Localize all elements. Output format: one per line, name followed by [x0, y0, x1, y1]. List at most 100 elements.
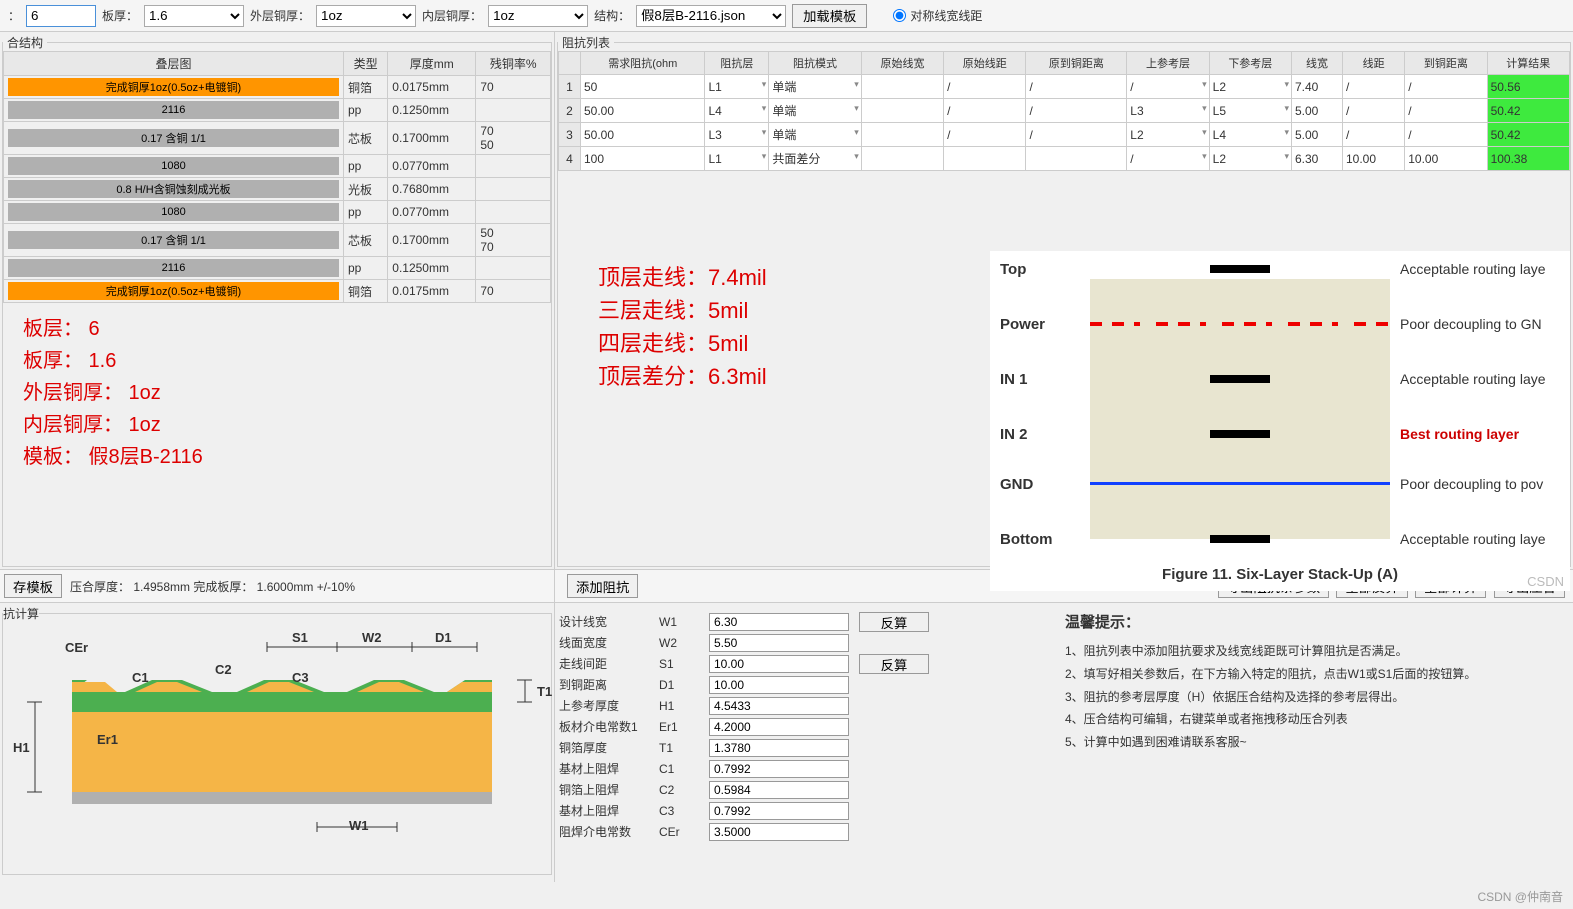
stack-row[interactable]: 0.17 含铜 1/1芯板0.1700mm70 50 — [4, 122, 551, 155]
stack-row[interactable]: 1080pp0.0770mm — [4, 201, 551, 224]
csdn-footer: CSDN @仲南音 — [1477, 888, 1563, 905]
param-symbol: W1 — [659, 615, 709, 629]
outer-cu-label: 外层铜厚： — [250, 7, 310, 24]
stack-row[interactable]: 0.8 H/H含铜蚀刻成光板光板0.7680mm — [4, 178, 551, 201]
param-row: 基材上阻焊C3 — [559, 800, 1051, 821]
struct-label: 结构： — [594, 7, 630, 24]
fig-layer-label: IN 2 — [1000, 426, 1028, 443]
param-input[interactable] — [709, 676, 849, 694]
reverse-calc-button[interactable]: 反算 — [859, 654, 929, 674]
imp-col: 上参考层 — [1127, 52, 1209, 75]
fig-layer-label: Power — [1000, 316, 1045, 333]
cross-section-diagram: CEr C1 C2 C3 S1 W2 D1 T1 H1 Er1 W1 — [17, 632, 537, 832]
param-input[interactable] — [709, 760, 849, 778]
symmetric-option[interactable]: 对称线宽线距 — [893, 7, 982, 24]
param-symbol: Er1 — [659, 720, 709, 734]
param-row: 设计线宽W1反算 — [559, 611, 1051, 632]
stack-col: 残铜率% — [476, 52, 551, 76]
stack-col: 厚度mm — [388, 52, 476, 76]
impedance-table[interactable]: 需求阻抗(ohm阻抗层阻抗模式原始线宽原始线距原到铜距离上参考层下参考层线宽线距… — [558, 51, 1570, 171]
layer-bar: 完成铜厚1oz(0.5oz+电镀铜) — [8, 282, 339, 300]
param-input[interactable] — [709, 655, 849, 673]
fig-layer-label: IN 1 — [1000, 371, 1028, 388]
impedance-legend: 阻抗列表 — [558, 34, 614, 51]
param-name: 上参考厚度 — [559, 697, 659, 714]
layer-bar: 0.17 含铜 1/1 — [8, 129, 339, 147]
param-row: 到铜距离D1 — [559, 674, 1051, 695]
param-symbol: W2 — [659, 636, 709, 650]
symmetric-radio[interactable] — [893, 9, 906, 22]
param-input[interactable] — [709, 823, 849, 841]
imp-row[interactable]: 150L1单端///L27.40//50.56 — [559, 75, 1570, 99]
layers-label: ： — [8, 7, 20, 24]
param-row: 上参考厚度H1 — [559, 695, 1051, 716]
param-input[interactable] — [709, 802, 849, 820]
stackup-footer: 存模板 压合厚度： 1.4958mm 完成板厚： 1.6000mm +/-10% — [0, 569, 554, 602]
fig-layer-note: Poor decoupling to pov — [1400, 476, 1543, 492]
param-symbol: H1 — [659, 699, 709, 713]
imp-row[interactable]: 4100L1共面差分/L26.3010.0010.00100.38 — [559, 147, 1570, 171]
param-name: 板材介电常数1 — [559, 718, 659, 735]
stack-row[interactable]: 1080pp0.0770mm — [4, 155, 551, 178]
param-symbol: D1 — [659, 678, 709, 692]
top-toolbar: ： 板厚： 1.6 外层铜厚： 1oz 内层铜厚： 1oz 结构： 假8层B-2… — [0, 0, 1573, 32]
param-name: 线面宽度 — [559, 634, 659, 651]
fig-layer-note: Poor decoupling to GN — [1400, 316, 1542, 332]
save-template-button[interactable]: 存模板 — [4, 574, 62, 598]
reverse-calc-button[interactable]: 反算 — [859, 612, 929, 632]
param-row: 基材上阻焊C1 — [559, 758, 1051, 779]
param-row: 铜箔厚度T1 — [559, 737, 1051, 758]
stackup-panel: 合结构 叠层图类型厚度mm残铜率% 完成铜厚1oz(0.5oz+电镀铜)铜箔0.… — [0, 32, 555, 602]
trace-annotation: 顶层走线：7.4mil 三层走线：5mil 四层走线：5mil 顶层差分：6.3… — [598, 261, 767, 393]
param-symbol: C3 — [659, 804, 709, 818]
thickness-select[interactable]: 1.6 — [144, 5, 244, 27]
fig-layer-note: Acceptable routing laye — [1400, 261, 1546, 277]
load-template-button[interactable]: 加载模板 — [792, 4, 867, 28]
param-name: 铜箔厚度 — [559, 739, 659, 756]
stack-row[interactable]: 0.17 含铜 1/1芯板0.1700mm50 70 — [4, 224, 551, 257]
layers-input[interactable] — [26, 5, 96, 27]
fig-layer-note: Acceptable routing laye — [1400, 531, 1546, 547]
param-input[interactable] — [709, 718, 849, 736]
param-symbol: S1 — [659, 657, 709, 671]
calc-legend: 抗计算 — [3, 605, 39, 622]
param-input[interactable] — [709, 781, 849, 799]
imp-col: 计算结果 — [1487, 52, 1569, 75]
struct-select[interactable]: 假8层B-2116.json — [636, 5, 786, 27]
stack-row[interactable]: 2116pp0.1250mm — [4, 99, 551, 122]
param-symbol: T1 — [659, 741, 709, 755]
stack-col: 类型 — [344, 52, 388, 76]
add-impedance-button[interactable]: 添加阻抗 — [567, 574, 638, 598]
imp-row[interactable]: 250.00L4单端//L3L55.00//50.42 — [559, 99, 1570, 123]
param-input[interactable] — [709, 613, 849, 631]
calc-left-panel: 抗计算 — [0, 603, 555, 882]
tip-line: 1、阻抗列表中添加阻抗要求及线宽线距既可计算阻抗是否满足。 — [1065, 640, 1563, 663]
tip-line: 2、填写好相关参数后，在下方输入特定的阻抗，点击W1或S1后面的按钮算。 — [1065, 663, 1563, 686]
stackup-table: 叠层图类型厚度mm残铜率% 完成铜厚1oz(0.5oz+电镀铜)铜箔0.0175… — [3, 51, 551, 303]
fig-layer-label: Bottom — [1000, 531, 1053, 548]
stack-row[interactable]: 完成铜厚1oz(0.5oz+电镀铜)铜箔0.0175mm70 — [4, 76, 551, 99]
imp-col: 原到铜距离 — [1026, 52, 1127, 75]
inner-cu-select[interactable]: 1oz — [488, 5, 588, 27]
stack-row[interactable]: 2116pp0.1250mm — [4, 257, 551, 280]
outer-cu-select[interactable]: 1oz — [316, 5, 416, 27]
imp-row[interactable]: 350.00L3单端//L2L45.00//50.42 — [559, 123, 1570, 147]
imp-col: 需求阻抗(ohm — [581, 52, 705, 75]
press-thickness-text: 压合厚度： 1.4958mm 完成板厚： 1.6000mm +/-10% — [70, 578, 355, 595]
param-name: 到铜距离 — [559, 676, 659, 693]
param-input[interactable] — [709, 697, 849, 715]
tips-panel: 温馨提示： 1、阻抗列表中添加阻抗要求及线宽线距既可计算阻抗是否满足。2、填写好… — [1055, 603, 1573, 882]
param-input[interactable] — [709, 634, 849, 652]
fig-layer-label: GND — [1000, 476, 1033, 493]
param-name: 基材上阻焊 — [559, 760, 659, 777]
stackup-legend: 合结构 — [3, 34, 47, 51]
stack-row[interactable]: 完成铜厚1oz(0.5oz+电镀铜)铜箔0.0175mm70 — [4, 280, 551, 303]
layer-bar: 0.17 含铜 1/1 — [8, 231, 339, 249]
impedance-panel: 阻抗列表 需求阻抗(ohm阻抗层阻抗模式原始线宽原始线距原到铜距离上参考层下参考… — [555, 32, 1573, 602]
fig-layer-note: Acceptable routing laye — [1400, 371, 1546, 387]
param-row: 铜箔上阻焊C2 — [559, 779, 1051, 800]
param-symbol: C2 — [659, 783, 709, 797]
param-input[interactable] — [709, 739, 849, 757]
layer-bar: 0.8 H/H含铜蚀刻成光板 — [8, 180, 339, 198]
tip-line: 5、计算中如遇到困难请联系客服~ — [1065, 731, 1563, 754]
